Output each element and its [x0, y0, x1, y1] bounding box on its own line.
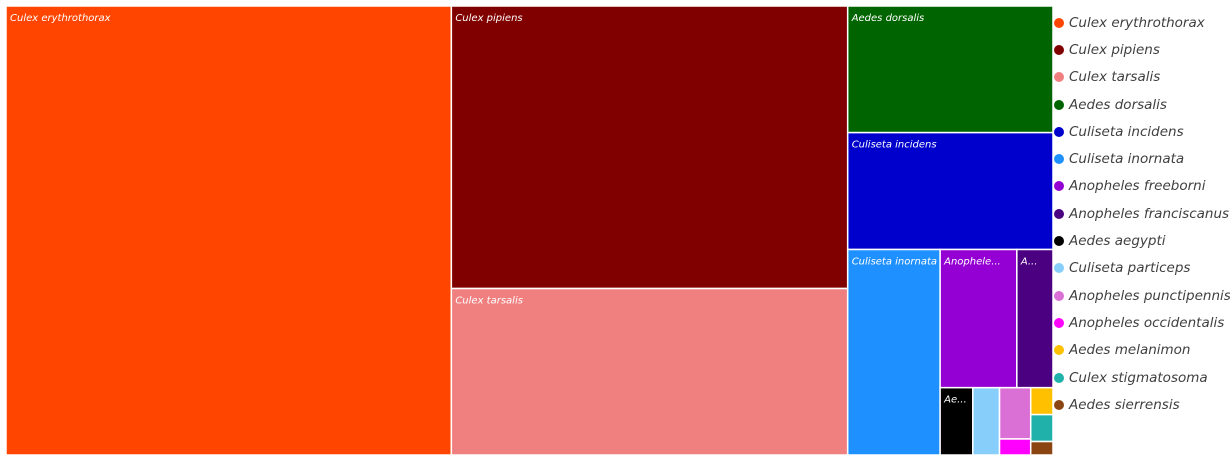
tile-anopheles-punctipennis: [998, 386, 1032, 440]
legend-swatch: [1054, 372, 1064, 383]
tile-anopheles-franciscanus: A...: [1016, 248, 1054, 389]
legend-item-culex-tarsalis[interactable]: Culex tarsalis: [1054, 64, 1230, 91]
tile-rect-aedes-melanimon: [1029, 386, 1054, 416]
tile-rect-culex-stigmatosoma: [1029, 413, 1054, 443]
tile-rect-anopheles-punctipennis: [998, 386, 1032, 440]
legend-label: Culex stigmatosoma: [1069, 369, 1208, 386]
legend-label: Culiseta particeps: [1069, 260, 1191, 277]
legend-swatch: [1054, 126, 1064, 137]
tile-culex-tarsalis: Culex tarsalis: [450, 287, 849, 456]
legend-item-culex-pipiens[interactable]: Culex pipiens: [1054, 36, 1230, 63]
legend: Culex erythrothorax Culex pipiens Culex ta…: [1054, 9, 1230, 418]
legend-label: Anopheles punctipennis: [1069, 287, 1230, 304]
legend-label: Culiseta incidens: [1069, 123, 1184, 140]
tile-label-culex-pipiens: Culex pipiens: [455, 13, 522, 24]
tile-rect-anopheles-franciscanus: [1016, 248, 1054, 389]
tile-culiseta-incidens: Culiseta incidens: [846, 131, 1054, 251]
legend-label: Anopheles freeborni: [1069, 178, 1206, 195]
legend-swatch: [1054, 290, 1064, 301]
tile-rect-culiseta-inornata: [846, 248, 941, 456]
legend-item-aedes-melanimon[interactable]: Aedes melanimon: [1054, 337, 1230, 364]
tile-rect-culiseta-particeps: [972, 386, 1001, 456]
legend-swatch: [1054, 17, 1064, 28]
legend-item-anopheles-punctipennis[interactable]: Anopheles punctipennis: [1054, 282, 1230, 309]
tile-label-anopheles-freeborni: Anophele...: [943, 256, 1001, 267]
tile-label-culiseta-inornata: Culiseta inornata: [852, 256, 937, 267]
legend-label: Aedes melanimon: [1069, 342, 1191, 359]
tile-rect-culiseta-incidens: [846, 131, 1054, 251]
legend-item-culex-erythrothorax[interactable]: Culex erythrothorax: [1054, 9, 1230, 36]
tile-rect-culex-tarsalis: [450, 287, 849, 456]
tile-aedes-melanimon: [1029, 386, 1054, 416]
legend-swatch: [1054, 44, 1064, 55]
tile-rect-aedes-aegypti: [939, 386, 974, 456]
tile-rect-aedes-dorsalis: [846, 5, 1054, 134]
legend-label: Culex erythrothorax: [1069, 14, 1205, 31]
legend-item-culiseta-particeps[interactable]: Culiseta particeps: [1054, 255, 1230, 282]
tile-label-culex-erythrothorax: Culex erythrothorax: [10, 13, 111, 24]
tile-culex-pipiens: Culex pipiens: [450, 5, 849, 290]
legend-swatch: [1054, 236, 1064, 247]
legend-item-anopheles-occidentalis[interactable]: Anopheles occidentalis: [1054, 309, 1230, 336]
tile-rect-aedes-sierrensis: [1029, 440, 1054, 456]
legend-item-anopheles-franciscanus[interactable]: Anopheles franciscanus: [1054, 200, 1230, 227]
tile-culiseta-inornata: Culiseta inornata: [846, 248, 941, 456]
tile-label-culiseta-incidens: Culiseta incidens: [852, 140, 937, 151]
legend-label: Anopheles franciscanus: [1069, 205, 1230, 222]
tile-label-anopheles-franciscanus: A...: [1020, 256, 1038, 267]
tile-anopheles-occidentalis: [998, 438, 1032, 456]
legend-label: Culex tarsalis: [1069, 69, 1161, 86]
legend-item-aedes-dorsalis[interactable]: Aedes dorsalis: [1054, 91, 1230, 118]
tile-culex-erythrothorax: Culex erythrothorax: [5, 5, 453, 456]
tile-culiseta-particeps: [972, 386, 1001, 456]
legend-swatch: [1054, 399, 1064, 410]
legend-swatch: [1054, 181, 1064, 192]
tile-aedes-aegypti: Ae...: [939, 386, 974, 456]
tile-rect-culex-erythrothorax: [5, 5, 453, 456]
legend-item-aedes-sierrensis[interactable]: Aedes sierrensis: [1054, 391, 1230, 418]
tile-rect-culex-pipiens: [450, 5, 849, 290]
tile-rect-anopheles-occidentalis: [998, 438, 1032, 456]
legend-label: Aedes aegypti: [1069, 233, 1166, 250]
tile-aedes-sierrensis: [1029, 440, 1054, 456]
legend-item-culex-stigmatosoma[interactable]: Culex stigmatosoma: [1054, 364, 1230, 391]
legend-swatch: [1054, 154, 1064, 165]
legend-item-culiseta-inornata[interactable]: Culiseta inornata: [1054, 145, 1230, 172]
tile-rect-anopheles-freeborni: [939, 248, 1018, 389]
legend-label: Anopheles occidentalis: [1069, 314, 1225, 331]
legend-swatch: [1054, 317, 1064, 328]
tile-aedes-dorsalis: Aedes dorsalis: [846, 5, 1054, 134]
legend-swatch: [1054, 72, 1064, 83]
legend-swatch: [1054, 208, 1064, 219]
treemap-chart: Culex erythrothorax Culex pipiens Culex ta…: [5, 5, 1054, 456]
legend-item-anopheles-freeborni[interactable]: Anopheles freeborni: [1054, 173, 1230, 200]
legend-swatch: [1054, 99, 1064, 110]
tile-label-aedes-aegypti: Ae...: [943, 395, 967, 406]
legend-label: Culiseta inornata: [1069, 151, 1185, 168]
legend-item-culiseta-incidens[interactable]: Culiseta incidens: [1054, 118, 1230, 145]
tile-label-culex-tarsalis: Culex tarsalis: [455, 296, 523, 307]
tile-culex-stigmatosoma: [1029, 413, 1054, 443]
tile-label-aedes-dorsalis: Aedes dorsalis: [851, 13, 925, 24]
legend-swatch: [1054, 263, 1064, 274]
legend-item-aedes-aegypti[interactable]: Aedes aegypti: [1054, 227, 1230, 254]
legend-label: Aedes dorsalis: [1069, 96, 1167, 113]
legend-label: Culex pipiens: [1069, 41, 1160, 58]
legend-swatch: [1054, 345, 1064, 356]
tile-anopheles-freeborni: Anophele...: [939, 248, 1018, 389]
legend-label: Aedes sierrensis: [1069, 396, 1180, 413]
